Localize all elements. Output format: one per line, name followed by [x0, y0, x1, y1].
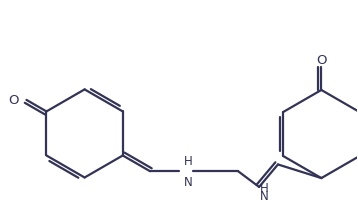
Text: N: N — [260, 189, 269, 202]
Text: O: O — [316, 54, 326, 67]
Text: O: O — [9, 94, 19, 107]
Text: H: H — [260, 181, 269, 194]
Text: N: N — [184, 176, 192, 188]
Text: H: H — [184, 154, 192, 167]
